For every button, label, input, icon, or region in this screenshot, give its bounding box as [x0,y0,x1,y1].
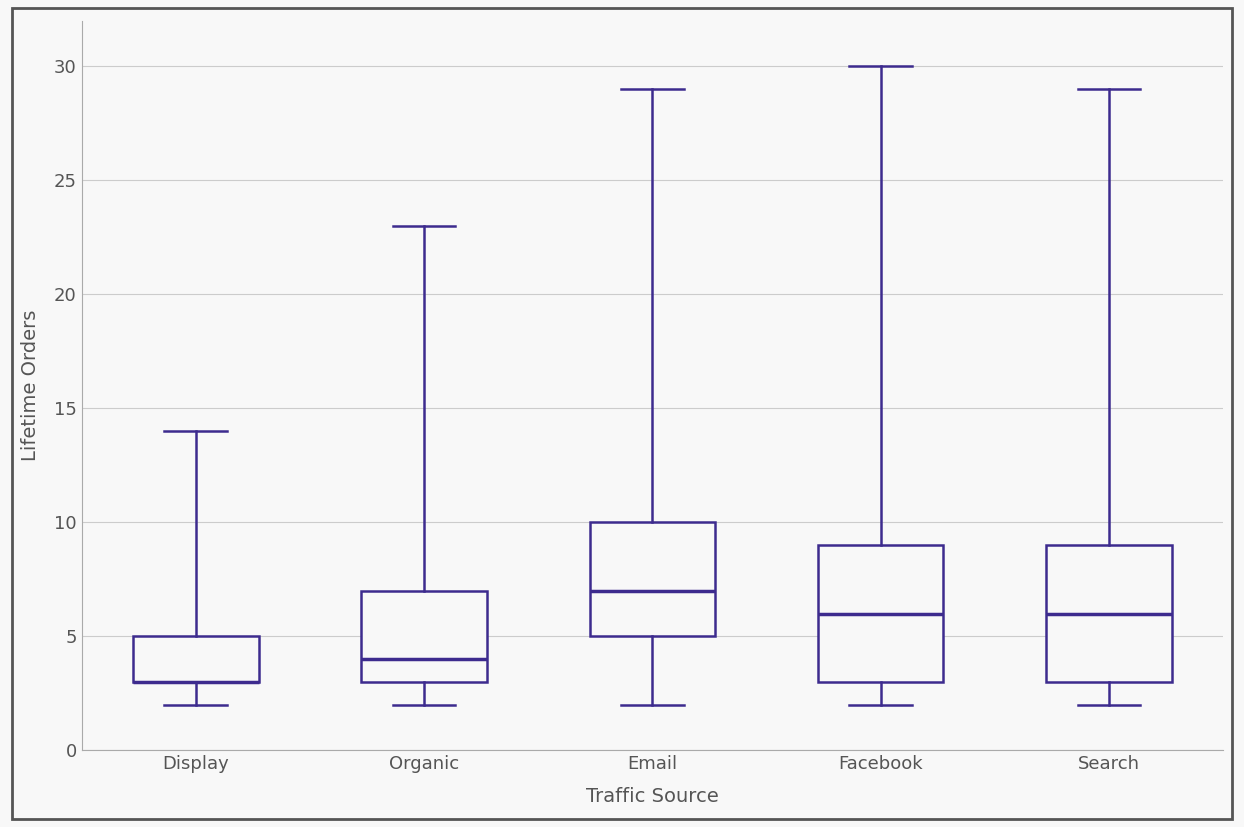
PathPatch shape [590,523,715,637]
PathPatch shape [133,637,259,682]
X-axis label: Traffic Source: Traffic Source [586,787,719,806]
PathPatch shape [1046,545,1172,682]
PathPatch shape [361,590,486,682]
Y-axis label: Lifetime Orders: Lifetime Orders [21,310,40,461]
PathPatch shape [817,545,943,682]
